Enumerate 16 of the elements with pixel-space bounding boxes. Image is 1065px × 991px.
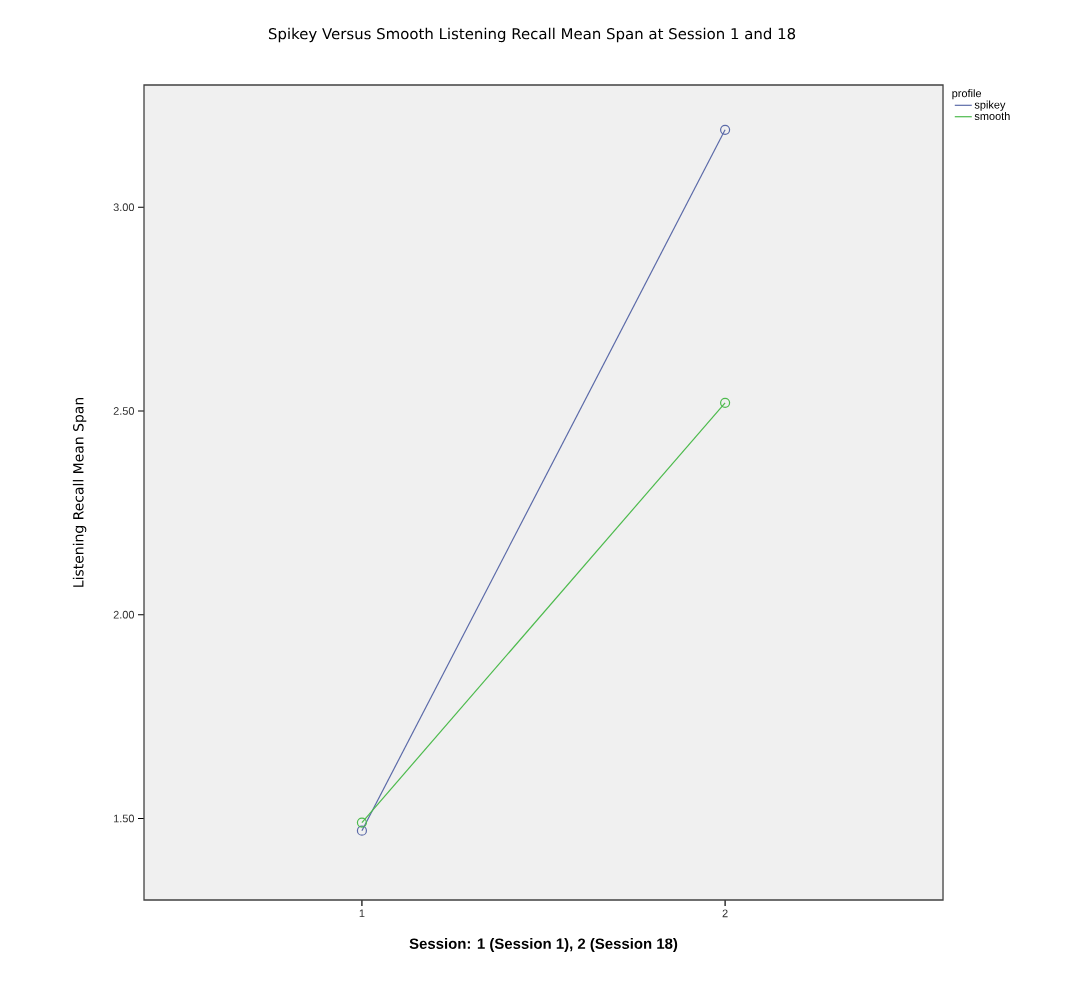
y-tick-label: 1.50: [113, 814, 135, 823]
point: [720, 124, 731, 135]
x-axis-title: Session: 1 (Session 1), 2 (Session 18): [409, 938, 678, 952]
point: [356, 817, 368, 828]
y-tick-label: 2.50: [113, 407, 135, 415]
point: [356, 825, 368, 836]
legend-label: smooth: [974, 112, 1010, 121]
legend-label: spikey: [974, 100, 1006, 111]
x-tick-label: 2: [722, 909, 728, 918]
x-tick-label: 1: [359, 909, 365, 918]
point: [720, 397, 731, 408]
y-axis-title: Listening Recall Mean Span: [72, 397, 87, 587]
y-tick-label: 2.00: [113, 610, 135, 619]
legend-title: profile: [952, 89, 982, 100]
chart-title: Spikey Versus Smooth Listening Recall Mean Span at Session 1 and 18: [268, 27, 796, 43]
y-tick-label: 3.00: [113, 203, 135, 212]
